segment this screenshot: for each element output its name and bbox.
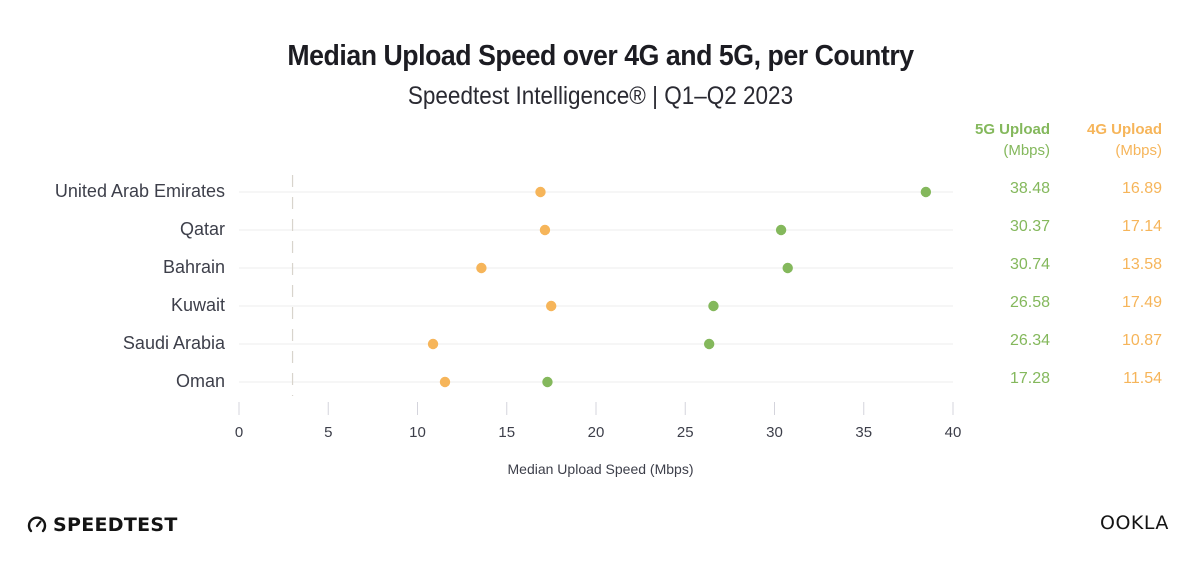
x-tick-label: 30 <box>766 424 783 441</box>
column-header-5g-title: 5G Upload <box>974 121 1050 138</box>
dot-5g-saudi-arabia <box>703 338 715 350</box>
dot-4g-united-arab-emirates <box>535 186 546 198</box>
dot-5g-bahrain <box>782 262 793 274</box>
dot-5g-oman <box>542 376 553 388</box>
value-4g: 16.89 <box>1121 180 1162 197</box>
country-label: Saudi Arabia <box>122 333 225 353</box>
value-5g: 30.37 <box>1009 218 1050 235</box>
dot-4g-oman <box>439 376 451 388</box>
value-4g: 13.58 <box>1121 256 1162 273</box>
value-5g: 26.58 <box>1009 294 1050 311</box>
x-tick-label: 0 <box>235 424 243 441</box>
speedtest-wordmark: SPEEDTEST <box>53 514 178 536</box>
x-tick-label: 25 <box>677 424 694 441</box>
column-header-4g: 4G Upload (Mbps) <box>1062 119 1162 161</box>
value-5g: 38.48 <box>1009 180 1050 197</box>
column-header-4g-title: 4G Upload <box>1086 121 1162 138</box>
country-label: Qatar <box>179 219 225 239</box>
value-5g: 30.74 <box>1009 256 1050 273</box>
speedtest-logo: SPEEDTEST <box>27 514 178 536</box>
value-4g: 10.87 <box>1121 332 1162 349</box>
value-4g: 11.54 <box>1123 370 1162 387</box>
column-header-5g-unit: (Mbps) <box>1003 142 1050 159</box>
x-tick-label: 35 <box>855 424 872 441</box>
country-label: Kuwait <box>170 295 225 315</box>
dot-4g-saudi-arabia <box>427 338 439 350</box>
country-label: Oman <box>175 371 225 391</box>
x-tick-label: 15 <box>498 424 515 441</box>
x-tick-label: 5 <box>324 424 332 441</box>
column-header-4g-unit: (Mbps) <box>1115 142 1162 159</box>
value-5g: 17.28 <box>1009 370 1050 387</box>
x-axis-label: Median Upload Speed (Mbps) <box>507 461 694 477</box>
dot-4g-qatar <box>539 224 551 236</box>
x-tick-label: 40 <box>945 424 962 441</box>
x-tick-label: 10 <box>409 424 426 441</box>
chart-title: Median Upload Speed over 4G and 5G, per … <box>287 40 914 72</box>
value-5g: 26.34 <box>1009 332 1050 349</box>
speedometer-icon <box>27 516 47 533</box>
x-tick-label: 20 <box>588 424 605 441</box>
dot-5g-kuwait <box>708 300 719 312</box>
column-header-5g: 5G Upload (Mbps) <box>950 119 1050 161</box>
dot-5g-united-arab-emirates <box>920 186 932 198</box>
chart-subtitle: Speedtest Intelligence® | Q1–Q2 2023 <box>407 82 794 110</box>
dot-5g-qatar <box>775 224 787 236</box>
dot-4g-bahrain <box>476 262 487 274</box>
country-label: Bahrain <box>162 257 225 277</box>
country-label: United Arab Emirates <box>54 181 225 201</box>
value-4g: 17.14 <box>1121 218 1162 235</box>
dot-4g-kuwait <box>545 300 557 312</box>
ookla-logo: OOKLA <box>1100 512 1169 534</box>
value-4g: 17.49 <box>1121 294 1162 311</box>
